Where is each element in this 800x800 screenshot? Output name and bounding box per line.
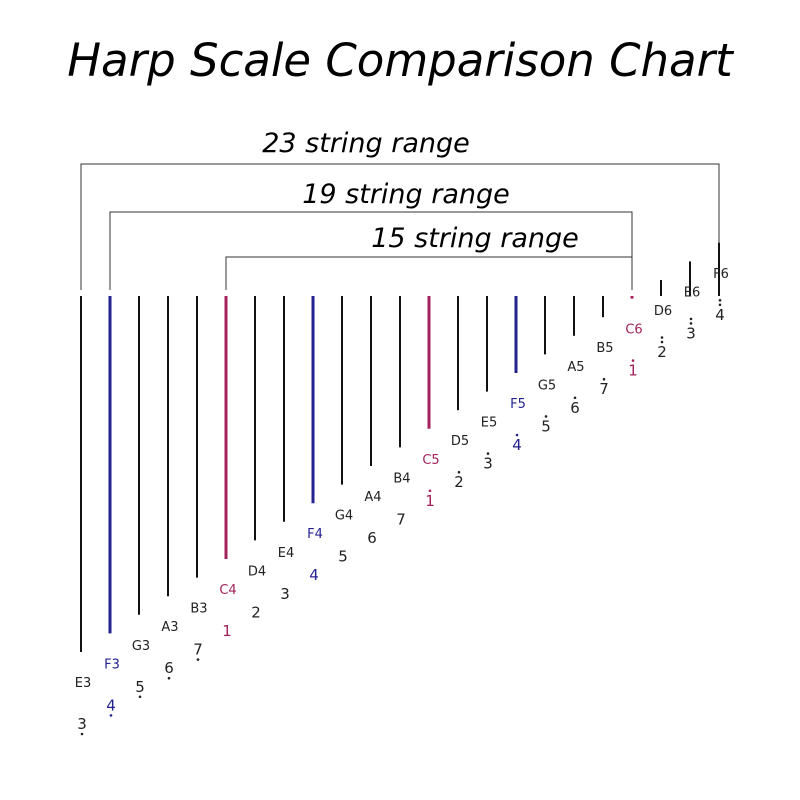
number-label: 4	[715, 306, 725, 324]
number-label: 7	[396, 510, 406, 528]
note-label: F5	[510, 397, 526, 412]
number-label: 4	[106, 696, 116, 714]
octave-dot	[544, 415, 548, 418]
note-label: A5	[567, 360, 584, 375]
note-labels: E3 F3 G3 A3 B3 C4 D4 E4 F4 G4 A4 B4 C5 D5 E5 F5 G5 A5 B5 C6…	[75, 267, 729, 691]
octave-dot	[196, 658, 200, 661]
number-label: 7	[599, 380, 609, 398]
number-label: 3	[280, 585, 290, 603]
octave-dot	[80, 732, 84, 736]
number-label: 6	[164, 659, 174, 677]
range-label: 15 string range	[371, 223, 579, 254]
note-label: D6	[654, 304, 672, 319]
octave-dot	[138, 695, 142, 699]
range-label: 19 string range	[302, 179, 510, 210]
range-brackets: 23 string range 19 string range 15 string …	[80, 128, 720, 290]
note-label: E6	[684, 285, 701, 300]
note-label: E5	[481, 416, 498, 431]
number-label: 1	[425, 492, 435, 510]
number-label: 3	[686, 324, 696, 342]
octave-dot	[718, 299, 722, 302]
octave-dot	[167, 676, 171, 680]
note-label: F6	[713, 267, 729, 282]
note-label: D5	[451, 434, 469, 449]
note-label: C5	[422, 453, 439, 468]
octave-dot	[718, 303, 722, 307]
number-label: 4	[512, 436, 522, 454]
number-label: 2	[251, 603, 261, 621]
note-label: D4	[248, 564, 266, 579]
octave-dot	[486, 452, 490, 455]
number-label: 3	[483, 455, 493, 473]
number-label: 5	[338, 548, 348, 566]
number-label: 6	[570, 399, 580, 417]
note-label: G4	[335, 509, 353, 524]
numbered-notation: 3 4 5 6 7 1 2 3 4 5 6 7 1 2 3 4 5 6 7 1 2 3 4	[77, 299, 725, 736]
octave-dot	[515, 433, 519, 437]
number-label: 7	[193, 641, 203, 659]
range-label: 23 string range	[262, 128, 470, 159]
note-label: E3	[75, 676, 92, 691]
number-label: 2	[454, 473, 464, 491]
number-label: 4	[309, 566, 319, 584]
note-label: A4	[364, 490, 381, 505]
note-label: E4	[278, 546, 295, 561]
octave-dot	[457, 470, 461, 474]
number-label: 1	[222, 622, 232, 640]
note-label: B3	[190, 602, 207, 617]
octave-dot	[660, 340, 664, 344]
note-label: A3	[161, 620, 178, 635]
note-label: B5	[596, 341, 613, 356]
number-label: 6	[367, 529, 377, 547]
range-bracket	[80, 163, 720, 290]
octave-dot	[428, 489, 432, 493]
number-label: 5	[135, 678, 145, 696]
note-label: F3	[104, 657, 120, 672]
range-bracket	[109, 211, 633, 290]
note-label: C4	[219, 583, 236, 598]
harp-strings	[80, 242, 720, 652]
note-label: C6	[625, 323, 642, 338]
number-label: 2	[657, 343, 667, 361]
note-label: B4	[393, 471, 410, 486]
note-label: G5	[538, 378, 556, 393]
number-label: 5	[541, 417, 551, 435]
octave-dot	[689, 317, 693, 321]
chart-title: Harp Scale Comparison Chart	[67, 34, 735, 87]
number-label: 1	[628, 362, 638, 380]
note-label: G3	[132, 639, 150, 654]
octave-dot	[689, 322, 693, 325]
octave-dot	[631, 359, 635, 362]
note-label: F4	[307, 527, 323, 542]
number-label: 3	[77, 715, 87, 733]
octave-dot	[602, 377, 606, 381]
range-bracket	[225, 256, 633, 290]
octave-dot	[109, 714, 113, 717]
octave-dot	[573, 396, 577, 400]
octave-dot	[660, 336, 664, 339]
